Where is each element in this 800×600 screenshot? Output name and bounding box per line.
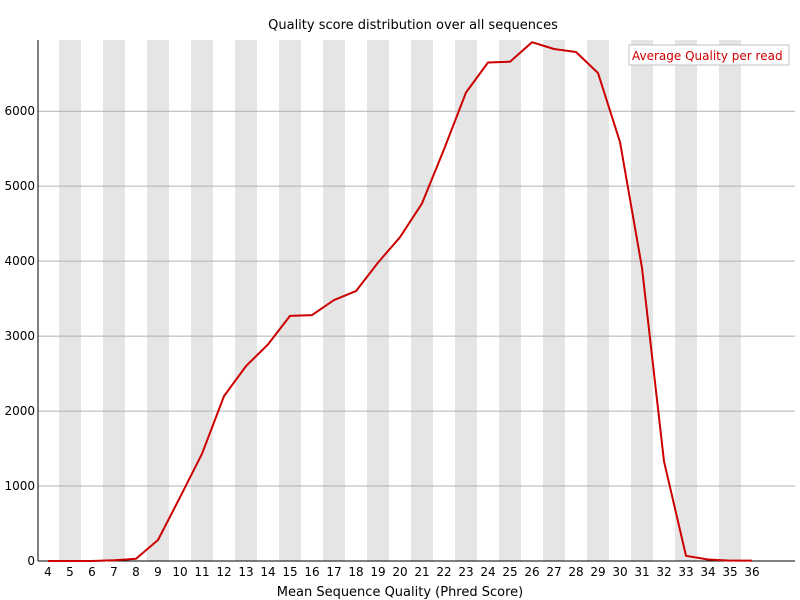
x-tick-label: 12 [216,565,231,579]
background-band [675,40,697,561]
x-tick-label: 33 [678,565,693,579]
x-tick-label: 26 [524,565,539,579]
x-tick-label: 35 [722,565,737,579]
background-band [587,40,609,561]
x-tick-label: 18 [348,565,363,579]
x-tick-label: 32 [656,565,671,579]
background-band [455,40,477,561]
background-band [147,40,169,561]
series-lines [48,41,752,562]
y-tick-labels: 0 1000 2000 3000 4000 5000 6000 [4,104,35,568]
background-band [719,40,741,561]
y-tick-label: 5000 [4,179,35,193]
background-bands [59,40,741,561]
x-tick-label: 8 [132,565,140,579]
y-tick-label: 2000 [4,404,35,418]
x-tick-label: 4 [44,565,52,579]
axes [37,40,795,562]
background-band [191,40,213,561]
x-tick-label: 13 [238,565,253,579]
x-tick-label: 23 [458,565,473,579]
y-tick-label: 4000 [4,254,35,268]
x-tick-label: 21 [414,565,429,579]
x-tick-label: 29 [590,565,605,579]
x-tick-label: 31 [634,565,649,579]
x-tick-label: 6 [88,565,96,579]
x-tick-label: 20 [392,565,407,579]
x-tick-label: 34 [700,565,715,579]
y-tick-label: 3000 [4,329,35,343]
x-tick-label: 22 [436,565,451,579]
x-tick-labels: 4 5 6 7 8 9 10 11 12 13 14 15 16 17 18 19 20 21 22 23 24 25 26… [44,565,759,579]
y-tick-label: 0 [27,554,35,568]
x-tick-label: 30 [612,565,627,579]
series-line-average-quality [48,41,752,562]
x-tick-label: 16 [304,565,319,579]
background-band [103,40,125,561]
background-band [543,40,565,561]
x-tick-label: 9 [154,565,162,579]
x-tick-label: 15 [282,565,297,579]
x-tick-label: 24 [480,565,495,579]
legend-box [628,44,790,66]
background-band [499,40,521,561]
background-band [235,40,257,561]
y-tick-label: 1000 [4,479,35,493]
background-band [59,40,81,561]
legend-entry: Average Quality per read [632,49,783,63]
x-tick-label: 19 [370,565,385,579]
background-band [411,40,433,561]
y-tick-label: 6000 [4,104,35,118]
x-tick-label: 5 [66,565,74,579]
x-tick-label: 27 [546,565,561,579]
x-tick-label: 28 [568,565,583,579]
background-band [367,40,389,561]
x-tick-label: 36 [744,565,759,579]
legend: Average Quality per read [628,44,790,66]
background-band [631,40,653,561]
x-tick-label: 11 [194,565,209,579]
chart-title: Quality score distribution over all sequ… [268,18,558,33]
x-tick-label: 7 [110,565,118,579]
x-axis-title: Mean Sequence Quality (Phred Score) [277,585,523,600]
background-band [279,40,301,561]
x-tick-label: 14 [260,565,275,579]
x-tick-label: 25 [502,565,517,579]
x-tick-label: 17 [326,565,341,579]
x-tick-label: 10 [172,565,187,579]
